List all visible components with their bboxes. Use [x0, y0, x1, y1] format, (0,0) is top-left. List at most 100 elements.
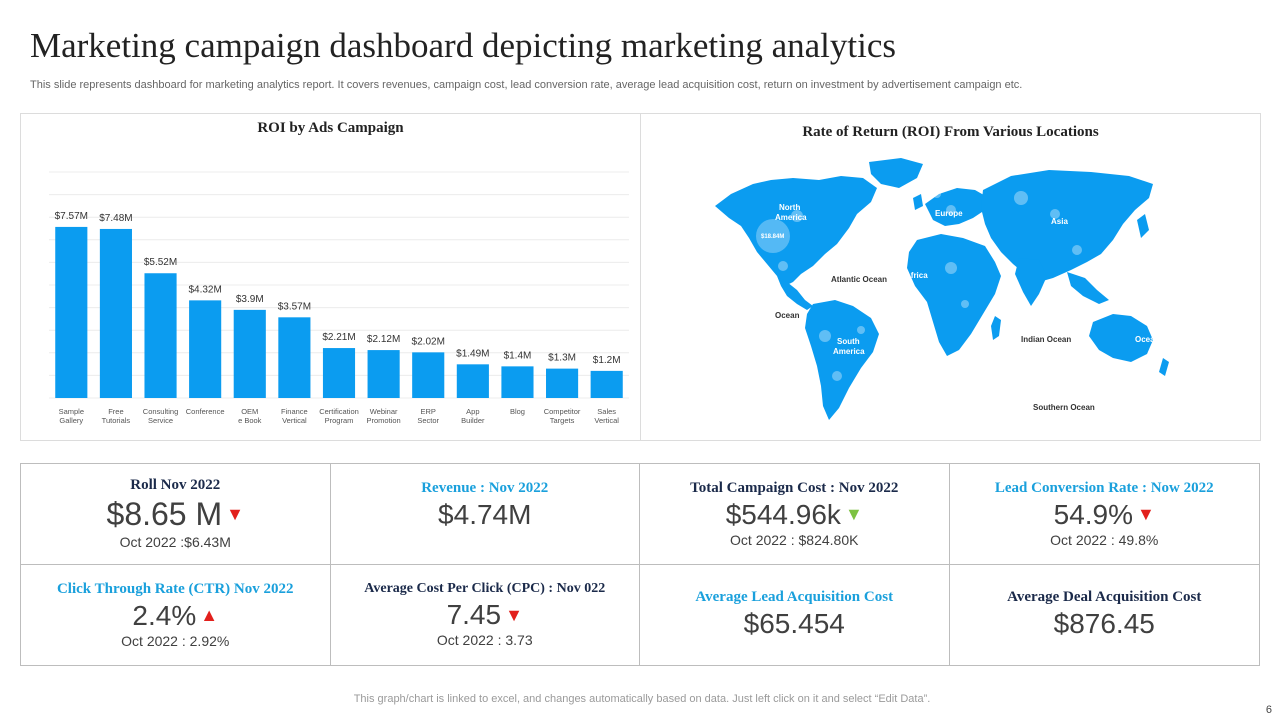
x-tick-label: App	[466, 407, 479, 416]
bar	[590, 370, 623, 398]
x-tick-label: e Book	[238, 416, 262, 425]
map-label-highlight-value: $18.84M	[761, 234, 784, 240]
bar-data-label: $1.3M	[548, 353, 576, 364]
roi-by-campaign-panel: ROI by Ads Campaign $7.57M Sample Gallery $…	[20, 113, 641, 441]
kpi-cpc: Average Cost Per Click (CPC) : Nov 022 7…	[331, 564, 640, 665]
world-map: North America $18.84M Europe Asia Africa…	[715, 158, 1169, 420]
kpi-value-text: $4.74M	[438, 499, 532, 530]
x-tick-label: ERP	[421, 407, 436, 416]
x-tick-label: Blog	[510, 407, 525, 416]
kpi-label: Roll Nov 2022	[130, 477, 221, 494]
x-tick-label: Gallery	[59, 416, 83, 425]
kpi-value: $876.45	[1054, 608, 1155, 640]
trend-down-icon: ▼	[226, 504, 244, 525]
trend-down-icon: ▼	[505, 604, 523, 625]
kpi-value-text: $8.65 M	[106, 496, 223, 533]
new-zealand	[1159, 358, 1169, 376]
madagascar	[991, 316, 1001, 340]
bar	[501, 366, 534, 398]
x-tick-label: Service	[148, 416, 173, 425]
map-label-asia: Asia	[1051, 217, 1068, 226]
bar	[233, 309, 266, 398]
roi-bubble-10	[1050, 209, 1060, 219]
roi-bubble-2	[791, 210, 803, 222]
roi-bubble-12	[945, 262, 957, 274]
kpi-value: $544.96k ▼	[726, 499, 863, 531]
kpi-label: Total Campaign Cost : Nov 2022	[690, 479, 899, 496]
kpi-value-text: 2.4%	[132, 599, 197, 631]
bar-data-label: $3.57M	[278, 301, 311, 312]
bar	[55, 226, 88, 398]
map-label-oceania: Ocea	[1135, 335, 1155, 344]
kpi-roll: Roll Nov 2022 $8.65 M ▼ Oct 2022 :$6.43M	[21, 464, 331, 565]
continent-south-america	[805, 300, 879, 420]
continent-europe	[925, 188, 989, 226]
x-tick-label: Sample	[59, 407, 84, 416]
kpi-label: Click Through Rate (CTR) Nov 2022	[56, 580, 294, 597]
map-label-africa: Africa	[905, 271, 928, 280]
x-tick-label: Sector	[417, 416, 439, 425]
trend-up-icon: ▲	[200, 605, 219, 626]
kpi-sub: Oct 2022 :$6.43M	[119, 534, 231, 551]
x-tick-label: Free	[108, 407, 123, 416]
continent-asia	[981, 170, 1153, 282]
trend-down-icon: ▼	[1137, 504, 1155, 525]
x-tick-label: Finance	[281, 407, 308, 416]
kpi-total-campaign-cost: Total Campaign Cost : Nov 2022 $544.96k ▼…	[640, 464, 950, 565]
map-label-atlantic: Atlantic Ocean	[831, 275, 887, 284]
bar	[412, 352, 445, 398]
x-tick-label: Tutorials	[102, 416, 131, 425]
bar-data-label: $2.21M	[322, 332, 355, 343]
x-tick-label: Promotion	[367, 416, 401, 425]
x-tick-label: Vertical	[282, 416, 307, 425]
page-subtitle: This slide represents dashboard for mark…	[30, 79, 1023, 91]
map-label-south-america-2: America	[833, 347, 865, 356]
greenland	[869, 158, 923, 188]
kpi-avg-deal-acquisition-cost: Average Deal Acquisition Cost $876.45	[950, 565, 1260, 666]
x-tick-label: OEM	[241, 407, 258, 416]
map-label-southern: Southern Ocean	[1033, 403, 1095, 412]
kpi-value: 54.9% ▼	[1054, 499, 1155, 531]
kpi-value: 2.4% ▲	[132, 600, 218, 632]
roi-bubble-north-america	[756, 219, 790, 253]
bar	[278, 317, 311, 398]
page-title: Marketing campaign dashboard depicting m…	[30, 26, 896, 65]
x-tick-label: Webinar	[370, 407, 398, 416]
map-label-north-america-1: North	[779, 203, 800, 212]
bar-data-label: $7.48M	[99, 213, 132, 224]
kpi-grid: Roll Nov 2022 $8.65 M ▼ Oct 2022 :$6.43M …	[20, 463, 1260, 666]
kpi-label: Average Lead Acquisition Cost	[695, 589, 894, 606]
map-label-ocean: Ocean	[775, 311, 800, 320]
kpi-label: Revenue : Nov 2022	[421, 480, 549, 496]
bar-data-label: $1.4M	[504, 350, 532, 361]
continents	[715, 158, 1169, 420]
bar-data-label: $4.32M	[188, 284, 221, 295]
x-tick-label: Targets	[550, 416, 575, 425]
bar	[456, 364, 489, 398]
bar-chart-title: ROI by Ads Campaign	[257, 120, 404, 136]
map-label-north-america-2: America	[775, 213, 807, 222]
kpi-value: 7.45 ▼	[447, 599, 523, 631]
kpi-revenue: Revenue : Nov 2022 $4.74M	[330, 464, 640, 565]
kpi-label: Average Cost Per Click (CPC) : Nov 022	[364, 581, 606, 597]
trend-down-green-icon: ▼	[844, 504, 863, 525]
kpi-label: Average Deal Acquisition Cost	[1007, 589, 1202, 606]
x-tick-label: Program	[325, 416, 354, 425]
footnote: This graph/chart is linked to excel, and…	[353, 693, 931, 705]
roi-locations-panel: Rate of Return (ROI) From Various Locati…	[640, 113, 1261, 441]
kpi-value-text: $876.45	[1053, 608, 1155, 640]
bar-data-label: $1.2M	[593, 355, 621, 366]
bar	[189, 300, 222, 398]
continent-oceania	[1089, 314, 1153, 362]
kpi-ctr: Click Through Rate (CTR) Nov 2022 2.4% ▲ …	[21, 564, 331, 665]
continent-north-america	[715, 176, 877, 286]
uk-island	[913, 194, 923, 210]
bar	[546, 368, 579, 398]
kpi-avg-lead-acquisition-cost: Average Lead Acquisition Cost $65.454	[640, 564, 950, 665]
bar	[322, 348, 356, 398]
continent-central-america	[777, 276, 813, 310]
japan	[1137, 214, 1149, 238]
roi-bubble-4	[819, 330, 831, 342]
kpi-sub: Oct 2022 : 49.8%	[1050, 531, 1159, 548]
kpi-sub: Oct 2022 : $824.80K	[730, 531, 859, 548]
